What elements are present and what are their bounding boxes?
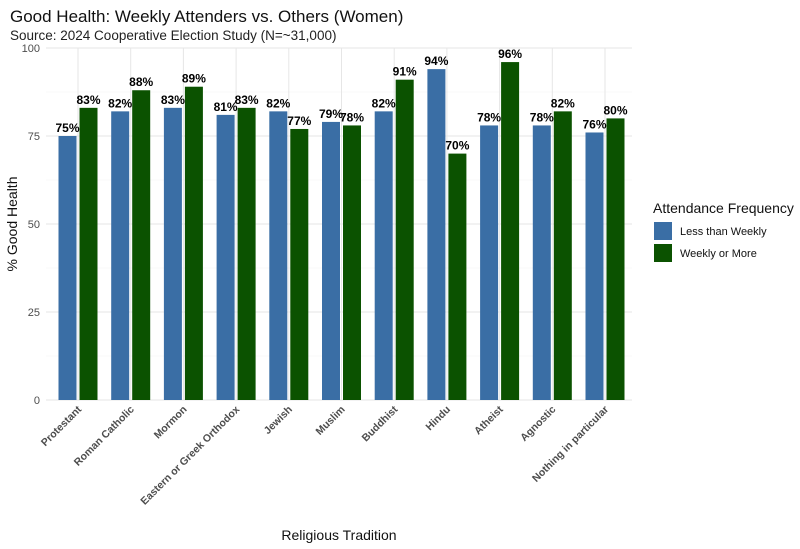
y-axis-label: % Good Health [4, 177, 20, 272]
data-label: 82% [372, 96, 396, 110]
data-label: 80% [603, 103, 627, 117]
x-tick-label: Muslim [314, 404, 348, 438]
data-labels: 75%82% 83%81% 82%79%82%94%78% 78%76%83%88% 8… [55, 47, 627, 153]
bar-weekly-or-more [184, 86, 203, 400]
data-label: 94% [424, 54, 448, 68]
bar-less-than-weekly [532, 125, 551, 400]
data-label: 77% [287, 114, 311, 128]
x-tick-label: Eastern or Greek Orthodox [138, 404, 242, 508]
data-label: 96% [498, 47, 522, 61]
data-label: 79% [319, 107, 343, 121]
bar-less-than-weekly [216, 114, 235, 400]
x-tick-label: Protestant [39, 403, 85, 449]
data-label: 82% [551, 96, 575, 110]
data-label: 89% [182, 72, 206, 86]
data-label: 82% [266, 96, 290, 110]
chart-title: Good Health: Weekly Attenders vs. Others… [10, 7, 403, 26]
data-label: 82% [108, 96, 132, 110]
data-label: 76% [582, 117, 606, 131]
data-label: 78% [530, 110, 554, 124]
bar-weekly-or-more [553, 111, 572, 401]
bar-less-than-weekly [58, 136, 77, 400]
bar-less-than-weekly [480, 125, 499, 400]
data-label: 78% [340, 110, 364, 124]
legend-label-less-than-weekly: Less than Weekly [680, 226, 767, 238]
x-tick-label: Mormon [152, 404, 190, 442]
data-label: 91% [393, 65, 417, 79]
bar-less-than-weekly [585, 132, 604, 401]
bar-weekly-or-more [132, 90, 151, 401]
legend-title: Attendance Frequency [653, 200, 794, 216]
data-label: 83% [235, 93, 259, 107]
y-tick-label: 25 [28, 307, 40, 319]
legend-swatch-less-than-weekly [654, 222, 672, 240]
data-label: 78% [477, 110, 501, 124]
y-tick-label: 75 [28, 131, 40, 143]
bar-less-than-weekly [163, 107, 182, 400]
y-tick-label: 50 [28, 219, 40, 231]
x-tick-label: Buddhist [360, 403, 401, 444]
legend-label-weekly-or-more: Weekly or More [680, 248, 757, 260]
y-tick-label: 0 [34, 395, 40, 407]
bar-weekly-or-more [606, 118, 625, 401]
bar-less-than-weekly [374, 111, 393, 401]
bar-weekly-or-more [501, 62, 520, 400]
bar-weekly-or-more [79, 107, 98, 400]
x-tick-label: Hindu [423, 404, 453, 434]
bar-weekly-or-more [448, 153, 467, 400]
bar-weekly-or-more [395, 79, 414, 401]
y-axis-ticks: 0 25 50 75 100 [22, 43, 40, 407]
chart-subtitle: Source: 2024 Cooperative Election Study … [10, 28, 336, 43]
bars [58, 62, 625, 401]
data-label: 83% [161, 93, 185, 107]
x-tick-label: Atheist [472, 403, 506, 437]
data-label: 88% [129, 75, 153, 89]
bar-less-than-weekly [322, 121, 340, 401]
bar-weekly-or-more [290, 128, 309, 400]
bar-less-than-weekly [427, 69, 446, 401]
bar-less-than-weekly [111, 111, 130, 401]
data-label: 83% [76, 93, 100, 107]
bar-weekly-or-more [237, 107, 256, 400]
bar-weekly-or-more [343, 125, 361, 400]
legend: Attendance Frequency Less than Weekly We… [653, 200, 794, 262]
bar-less-than-weekly [269, 111, 288, 401]
x-axis-label: Religious Tradition [281, 527, 396, 543]
data-label: 81% [214, 100, 238, 114]
x-tick-label: Jewish [262, 404, 295, 437]
x-tick-label: Agnostic [518, 404, 558, 444]
legend-swatch-weekly-or-more [654, 244, 672, 262]
data-label: 70% [445, 139, 469, 153]
y-tick-label: 100 [22, 43, 40, 55]
data-label: 75% [55, 121, 79, 135]
